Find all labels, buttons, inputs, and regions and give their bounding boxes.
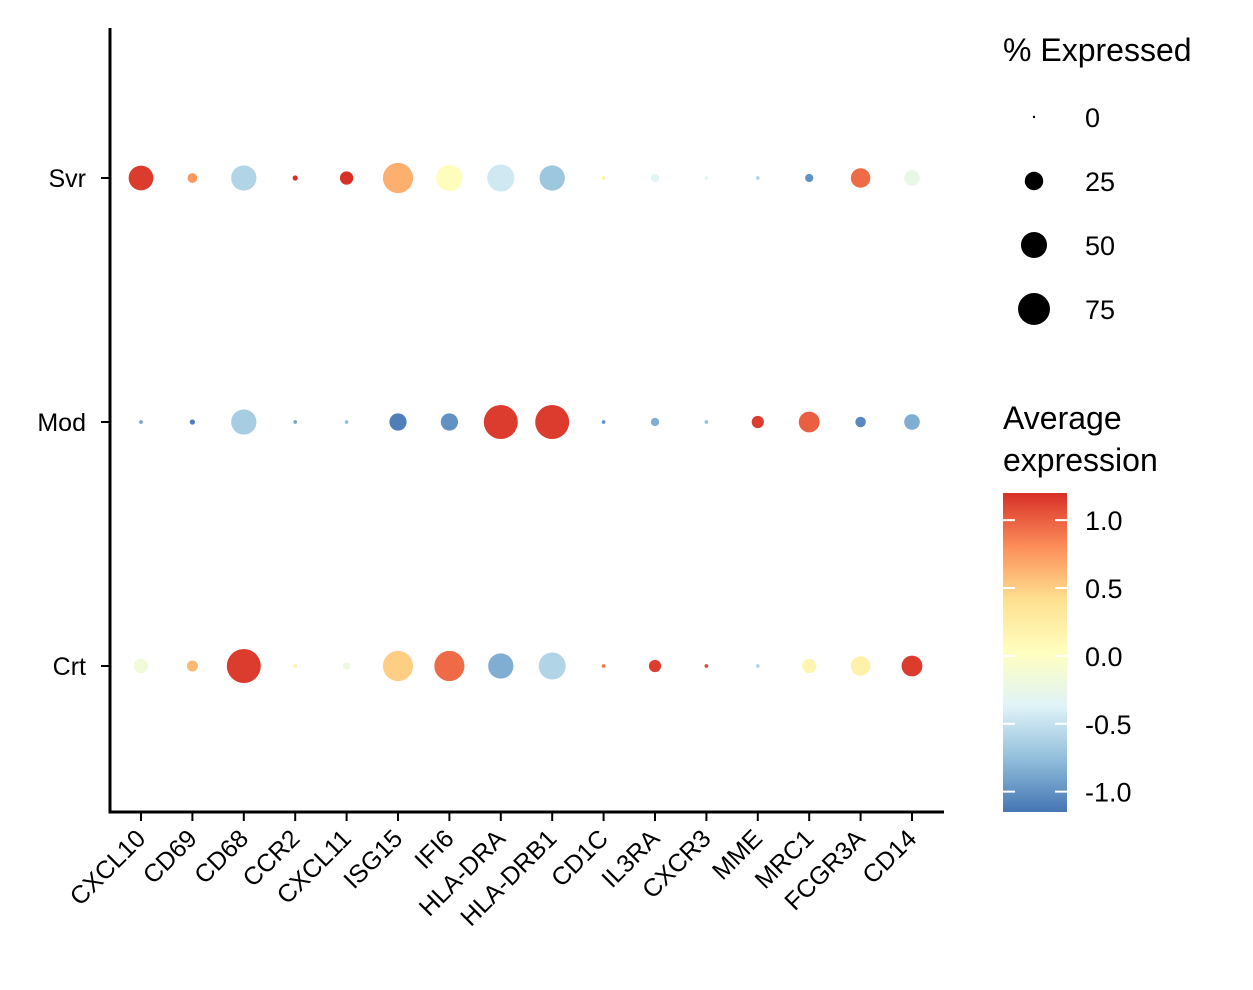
dot	[904, 170, 920, 186]
dot	[293, 664, 298, 668]
size-legend-label: 0	[1085, 103, 1100, 133]
color-legend: Average expression 1.0 0.5 0.0 -0.5 -1.0	[1003, 400, 1158, 812]
dot	[187, 173, 198, 183]
x-tick-label: CD69	[138, 824, 203, 889]
dot	[755, 664, 760, 668]
plot-axes	[108, 28, 944, 814]
dot	[487, 164, 515, 192]
size-legend-label: 25	[1085, 167, 1115, 197]
dot	[342, 662, 351, 670]
dot	[189, 419, 196, 425]
dot	[901, 655, 923, 677]
dot	[601, 420, 606, 424]
dot	[704, 176, 709, 180]
dot	[751, 415, 764, 429]
dot	[904, 414, 920, 430]
dot	[704, 664, 709, 668]
dot	[483, 405, 518, 439]
color-legend-label: 0.0	[1085, 642, 1123, 672]
dot	[601, 176, 606, 180]
dot	[538, 652, 566, 680]
dot	[798, 411, 820, 433]
dot	[389, 413, 407, 431]
dot	[344, 420, 349, 424]
size-legend-dot	[1018, 293, 1050, 325]
color-legend-title-line2: expression	[1003, 442, 1158, 478]
size-legend-label: 50	[1085, 231, 1115, 261]
dot	[601, 664, 606, 668]
dot	[292, 175, 298, 181]
dot	[488, 653, 514, 679]
size-legend-title: % Expressed	[1003, 32, 1192, 68]
dot	[805, 173, 814, 183]
dot	[434, 650, 465, 682]
size-legend: % Expressed 0 25 50 75	[1003, 32, 1192, 325]
dot	[436, 164, 463, 192]
dot	[650, 173, 660, 183]
dot	[133, 658, 149, 674]
y-tick-label: Mod	[37, 409, 86, 437]
size-legend-label: 75	[1085, 295, 1115, 325]
dot	[704, 420, 709, 424]
dot	[186, 660, 198, 672]
size-legend-dot	[1020, 231, 1048, 259]
color-bar	[1003, 493, 1067, 812]
color-legend-label: 0.5	[1085, 574, 1123, 604]
dot	[293, 420, 298, 424]
dot	[755, 176, 760, 180]
y-tick-label: Crt	[53, 653, 86, 681]
y-axis-ticks: Svr Mod Crt	[37, 165, 110, 681]
dot	[440, 413, 459, 431]
dots-layer	[128, 162, 923, 683]
dot	[226, 649, 261, 683]
dot	[139, 420, 143, 424]
dot	[382, 162, 414, 194]
color-legend-label: -0.5	[1085, 710, 1132, 740]
dot	[539, 165, 565, 191]
color-legend-label: 1.0	[1085, 506, 1123, 536]
size-legend-dot	[1032, 115, 1036, 119]
dot	[231, 165, 257, 191]
x-tick-label: ISG15	[338, 824, 408, 894]
dot	[850, 168, 871, 188]
dot	[535, 405, 570, 439]
size-legend-dot	[1024, 171, 1044, 191]
dot	[855, 416, 866, 428]
dot	[231, 409, 257, 435]
dot	[382, 650, 414, 682]
dot	[648, 659, 662, 673]
dot	[650, 417, 660, 427]
dot	[802, 658, 817, 674]
x-tick-label: CD14	[857, 824, 922, 889]
dot	[339, 171, 354, 185]
dot	[128, 165, 154, 191]
y-tick-label: Svr	[49, 165, 87, 193]
dot	[850, 656, 871, 676]
color-legend-title-line1: Average	[1003, 400, 1122, 436]
color-legend-label: -1.0	[1085, 778, 1132, 808]
